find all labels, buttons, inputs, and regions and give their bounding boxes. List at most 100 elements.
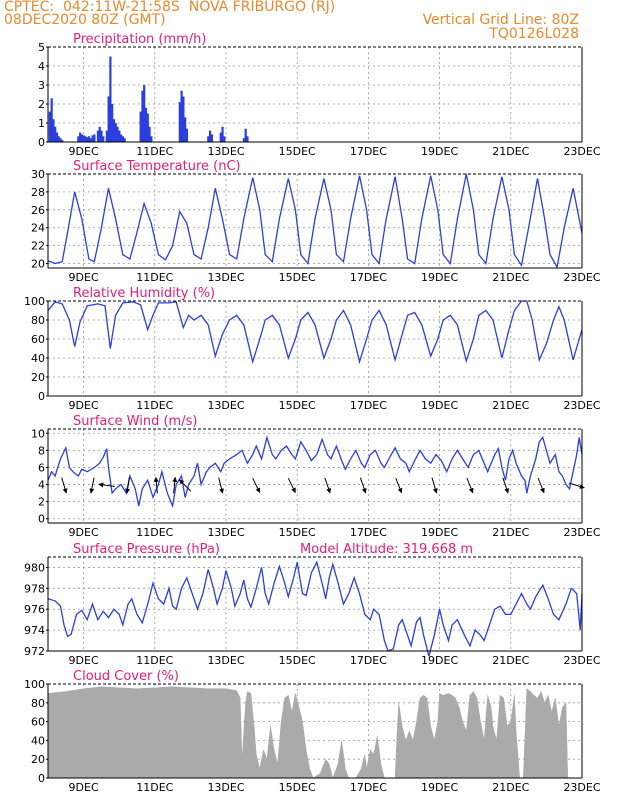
pressure-panel: 972 974 976 978 980 9DEC 11DEC 13DEC 15DEC 17DEC 1… (24, 542, 601, 667)
y-tick-label: 0 (38, 136, 45, 149)
x-tick-label: 21DEC (492, 654, 529, 667)
y-tick-label: 20 (31, 753, 45, 766)
x-tick-label: 9DEC (69, 526, 99, 539)
precip-bar (59, 138, 62, 142)
precip-bar (50, 98, 53, 142)
x-tick-label: 9DEC (69, 145, 99, 158)
y-tick-label: 60 (31, 333, 45, 346)
wind-arrow (568, 482, 585, 489)
precip-bar (96, 130, 100, 142)
wind-arrow (502, 477, 509, 494)
precip-bar (77, 136, 80, 142)
rh-line (47, 300, 583, 365)
x-tick-label: 23DEC (563, 654, 600, 667)
x-tick-label: 23DEC (563, 145, 600, 158)
precip-bar (57, 136, 60, 142)
wind-arrow (218, 477, 224, 494)
x-tick-label: 15DEC (279, 526, 316, 539)
y-tick-label: 978 (24, 582, 45, 595)
precip-bar (180, 90, 183, 142)
precip-bar (86, 137, 89, 142)
x-tick-label: 13DEC (207, 271, 244, 284)
precip-bar (144, 107, 148, 142)
x-tick-label: 19DEC (421, 526, 458, 539)
precip-bar (210, 134, 213, 142)
x-tick-label: 23DEC (563, 399, 600, 412)
header-line1: CPTEC: 042:11W-21:58S NOVA FRIBURGO (RJ) (4, 0, 336, 15)
precip-bar (208, 130, 212, 142)
y-tick-label: 5 (38, 41, 45, 54)
y-tick-label: 6 (38, 461, 45, 474)
x-tick-label: 13DEC (207, 654, 244, 667)
precip-bar (219, 132, 222, 142)
precip-bar (89, 138, 92, 142)
y-tick-label: 976 (24, 603, 45, 616)
precip-bar (109, 56, 112, 142)
y-tick-label: 0 (38, 390, 45, 403)
x-tick-label: 19DEC (421, 654, 458, 667)
x-tick-label: 11DEC (136, 271, 173, 284)
precip-bar (207, 136, 210, 142)
x-tick-label: 13DEC (207, 399, 244, 412)
x-tick-label: 21DEC (492, 271, 529, 284)
pressure-line (47, 560, 583, 657)
precip-bar (48, 111, 51, 142)
y-tick-label: 40 (31, 352, 45, 365)
y-tick-label: 980 (24, 561, 45, 574)
x-tick-label: 23DEC (563, 526, 600, 539)
precip-bar (87, 136, 91, 142)
precip-bar (105, 130, 108, 142)
cloud-panel: 0 20 40 60 80 100 9DEC 11DEC 13DEC 15DEC 17DEC 19DE… (24, 669, 601, 794)
precip-bar (182, 96, 185, 142)
y-tick-label: 3 (38, 79, 45, 92)
temp-panel: 20 22 24 26 28 30 9DEC 11DEC 13DEC 15DEC 17DEC 19DE… (31, 159, 601, 284)
precip-bar (121, 136, 124, 142)
y-tick-label: 8 (38, 444, 45, 457)
x-tick-label: 9DEC (69, 654, 99, 667)
wind-arrow (172, 476, 178, 494)
precip-bar (93, 134, 96, 142)
y-tick-label: 974 (24, 624, 45, 637)
x-tick-label: 21DEC (492, 781, 529, 794)
temp-title: Surface Temperature (nC) (73, 159, 241, 174)
precip-bar (221, 126, 224, 142)
x-tick-label: 11DEC (136, 781, 173, 794)
precip-bar (107, 96, 110, 142)
pressure-title: Surface Pressure (hPa) (73, 542, 220, 557)
precip-bar (54, 126, 57, 142)
precip-bar (141, 90, 144, 142)
precip-bar (98, 126, 101, 142)
y-tick-label: 60 (31, 716, 45, 729)
x-tick-label: 9DEC (69, 271, 99, 284)
y-tick-label: 972 (24, 645, 45, 658)
wind-arrow (324, 477, 331, 494)
precip-bar (79, 132, 82, 142)
rh-panel: 0 20 40 60 80 100 9DEC 11DEC 13DEC 15DEC 17DEC 19DE… (24, 286, 601, 412)
precip-bar (242, 138, 245, 142)
x-tick-label: 17DEC (350, 654, 387, 667)
x-tick-label: 19DEC (421, 145, 458, 158)
y-tick-label: 22 (31, 240, 45, 253)
precip-bar (55, 132, 59, 142)
x-tick-label: 21DEC (492, 526, 529, 539)
x-tick-label: 11DEC (136, 399, 173, 412)
header-right2: TQ0126L028 (489, 26, 579, 42)
wind-panel: 0 2 4 6 8 10 9DEC 11DEC 13DEC 15DEC 17DEC 19DEC 21DE… (31, 414, 601, 539)
precip-bar (118, 130, 121, 142)
x-tick-label: 19DEC (421, 271, 458, 284)
temp-line (47, 173, 583, 269)
precip-panel: 0 1 2 3 4 5 9DEC 11DEC 13DEC 15DEC 17DEC 19DEC 21DEC… (38, 32, 601, 158)
precip-bar (102, 136, 105, 142)
x-tick-label: 11DEC (136, 654, 173, 667)
y-tick-label: 20 (31, 258, 45, 271)
precip-bar (146, 113, 149, 142)
rh-title: Relative Humidity (%) (73, 286, 215, 301)
wind-arrow (537, 477, 545, 494)
precip-bar (91, 135, 94, 142)
header-right1: Vertical Grid Line: 80Z (422, 12, 579, 28)
x-tick-label: 13DEC (207, 526, 244, 539)
x-tick-label: 21DEC (492, 399, 529, 412)
precip-bar (84, 136, 87, 142)
x-tick-label: 17DEC (350, 526, 387, 539)
